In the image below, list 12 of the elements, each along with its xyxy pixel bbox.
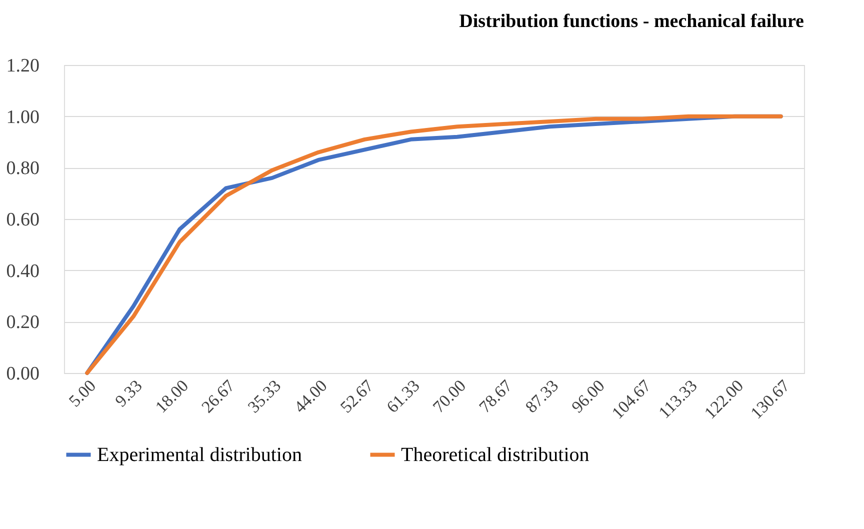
x-tick-label: 9.33: [111, 376, 146, 411]
y-tick-label: 0.00: [6, 364, 40, 384]
y-tick-label: 1.00: [6, 106, 40, 128]
y-tick-label: 0.80: [6, 158, 40, 180]
chart-title: Distribution functions - mechanical failure: [459, 11, 804, 32]
legend-label: Theoretical distribution: [401, 444, 590, 466]
legend-label: Experimental distribution: [97, 444, 302, 466]
y-tick-label: 0.20: [6, 312, 40, 334]
y-tick-label: 0.60: [6, 210, 40, 230]
x-tick-label: 5.00: [65, 376, 100, 411]
y-tick-label: 1.20: [6, 56, 40, 76]
y-tick-label: 0.40: [6, 260, 40, 282]
